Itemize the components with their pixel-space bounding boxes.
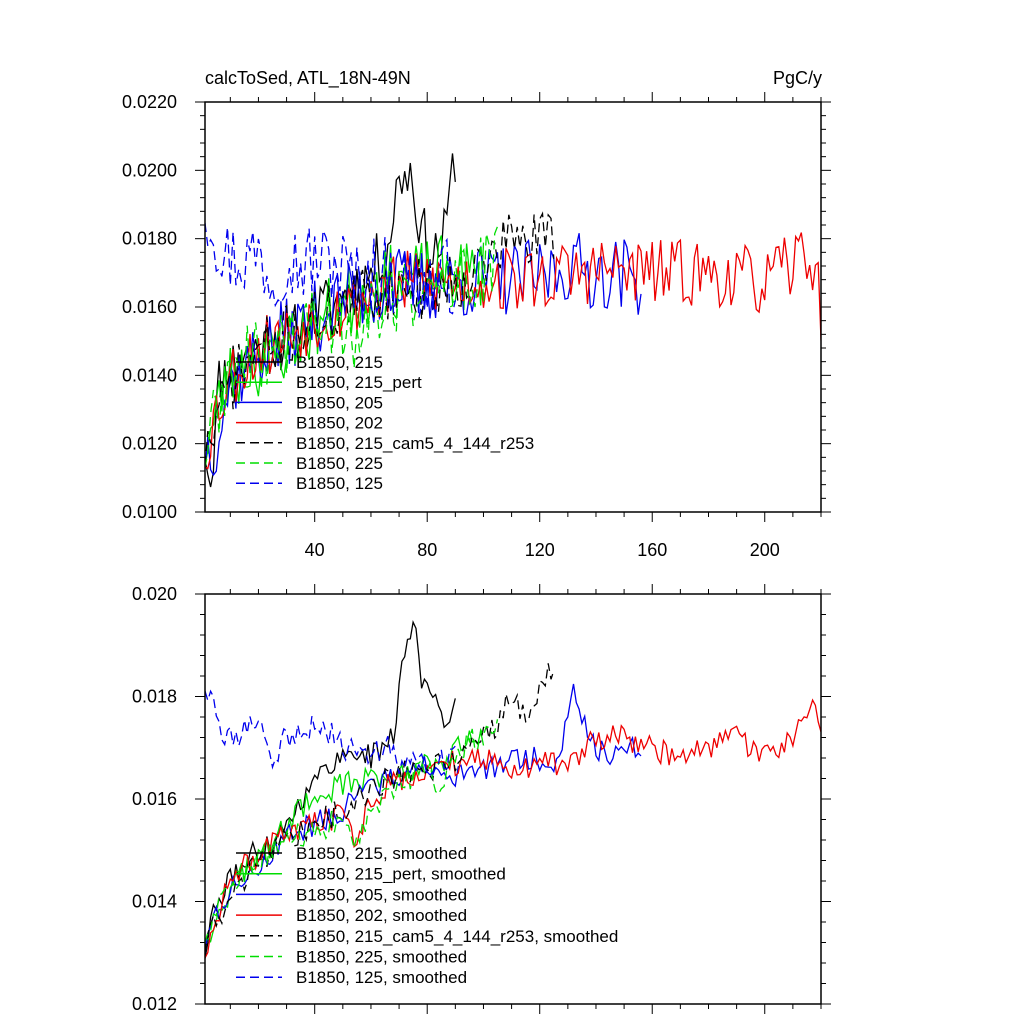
bottom-series-line-4 xyxy=(205,663,555,953)
y-tick-label: 0.0180 xyxy=(122,229,177,249)
y-tick-label: 0.0220 xyxy=(122,92,177,112)
top-legend-label: B1850, 205 xyxy=(296,393,383,412)
y-tick-label: 0.012 xyxy=(132,994,177,1014)
bottom-legend-label: B1850, 225, smoothed xyxy=(296,948,467,967)
top-legend-label: B1850, 215 xyxy=(296,353,383,372)
y-tick-label: 0.020 xyxy=(132,584,177,604)
bottom-panel: 0.012 0.014 0.016 0.018 0.020 B1850, 215, sm… xyxy=(132,584,831,1014)
top-legend-label: B1850, 215_cam5_4_144_r253 xyxy=(296,434,534,453)
bottom-series-line-5 xyxy=(205,719,499,943)
bottom-legend-label: B1850, 215, smoothed xyxy=(296,844,467,863)
y-tick-label: 0.0140 xyxy=(122,365,177,385)
bottom-series-line-3 xyxy=(205,698,821,959)
top-plot-frame xyxy=(204,101,822,513)
y-tick-label: 0.0120 xyxy=(122,434,177,454)
bottom-legend: B1850, 215, smoothed B1850, 215_pert, smo… xyxy=(236,844,618,987)
top-panel-units: PgC/y xyxy=(773,68,822,88)
top-panel: calcToSed, ATL_18N-49N PgC/y 0.0100 0.012… xyxy=(122,68,831,560)
bottom-legend-label: B1850, 202, smoothed xyxy=(296,906,467,925)
top-legend-label: B1850, 125 xyxy=(296,474,383,493)
top-legend-label: B1850, 215_pert xyxy=(296,373,422,392)
y-tick-label: 0.0160 xyxy=(122,297,177,317)
y-tick-label: 0.016 xyxy=(132,789,177,809)
top-legend-label: B1850, 225 xyxy=(296,454,383,473)
y-tick-label: 0.018 xyxy=(132,687,177,707)
top-series-line-4 xyxy=(205,211,555,466)
x-tick-label: 40 xyxy=(305,540,325,560)
bottom-legend-label: B1850, 205, smoothed xyxy=(296,885,467,904)
x-tick-label: 200 xyxy=(750,540,780,560)
y-tick-label: 0.014 xyxy=(132,892,177,912)
top-legend-label: B1850, 202 xyxy=(296,414,383,433)
x-tick-label: 160 xyxy=(637,540,667,560)
bottom-series-line-6 xyxy=(205,689,456,776)
bottom-plot-frame xyxy=(204,593,822,1005)
bottom-legend-label: B1850, 125, smoothed xyxy=(296,968,467,987)
bottom-legend-label: B1850, 215_cam5_4_144_r253, smoothed xyxy=(296,927,618,946)
y-tick-label: 0.0100 xyxy=(122,502,177,522)
y-tick-label: 0.0200 xyxy=(122,160,177,180)
top-series-line-1 xyxy=(205,235,485,467)
top-series-line-6 xyxy=(205,223,456,319)
top-panel-title: calcToSed, ATL_18N-49N xyxy=(205,68,411,89)
x-tick-label: 80 xyxy=(417,540,437,560)
bottom-legend-label: B1850, 215_pert, smoothed xyxy=(296,865,506,884)
x-tick-label: 120 xyxy=(525,540,555,560)
